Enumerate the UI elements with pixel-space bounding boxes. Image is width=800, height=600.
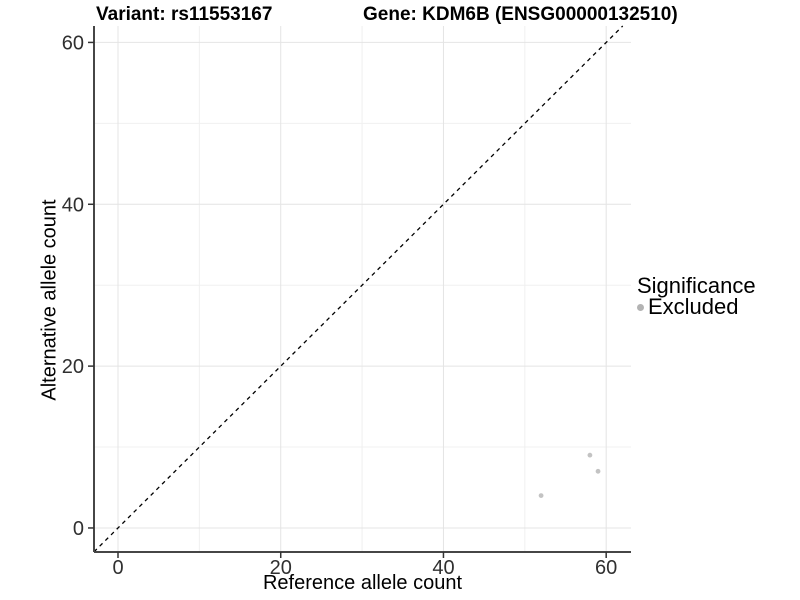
- y-tick-label: 20: [62, 356, 84, 378]
- legend: Significance Excluded: [637, 274, 756, 319]
- x-axis-title: Reference allele count: [262, 572, 462, 594]
- data-point: [595, 468, 601, 474]
- x-tick-label: 20: [270, 557, 292, 579]
- y-tick-label: 40: [62, 194, 84, 216]
- data-point: [587, 452, 593, 458]
- plot-title-variant: Variant: rs11553167: [96, 4, 273, 25]
- identity-line: [93, 25, 624, 553]
- x-tick-label: 60: [595, 557, 617, 579]
- plot-title-gene: Gene: KDM6B (ENSG00000132510): [363, 4, 678, 25]
- legend-item-excluded: Excluded: [637, 294, 756, 319]
- x-tick-label: 0: [112, 557, 123, 579]
- x-tick-label: 40: [432, 557, 454, 579]
- data-point: [538, 493, 544, 498]
- legend-point-icon: [637, 303, 644, 311]
- legend-item-label: Excluded: [648, 294, 739, 319]
- legend-title: Significance: [637, 273, 756, 298]
- y-tick-label: 60: [62, 32, 84, 54]
- y-tick-label: 0: [73, 518, 84, 540]
- y-axis-title: Alternative allele count: [38, 199, 61, 401]
